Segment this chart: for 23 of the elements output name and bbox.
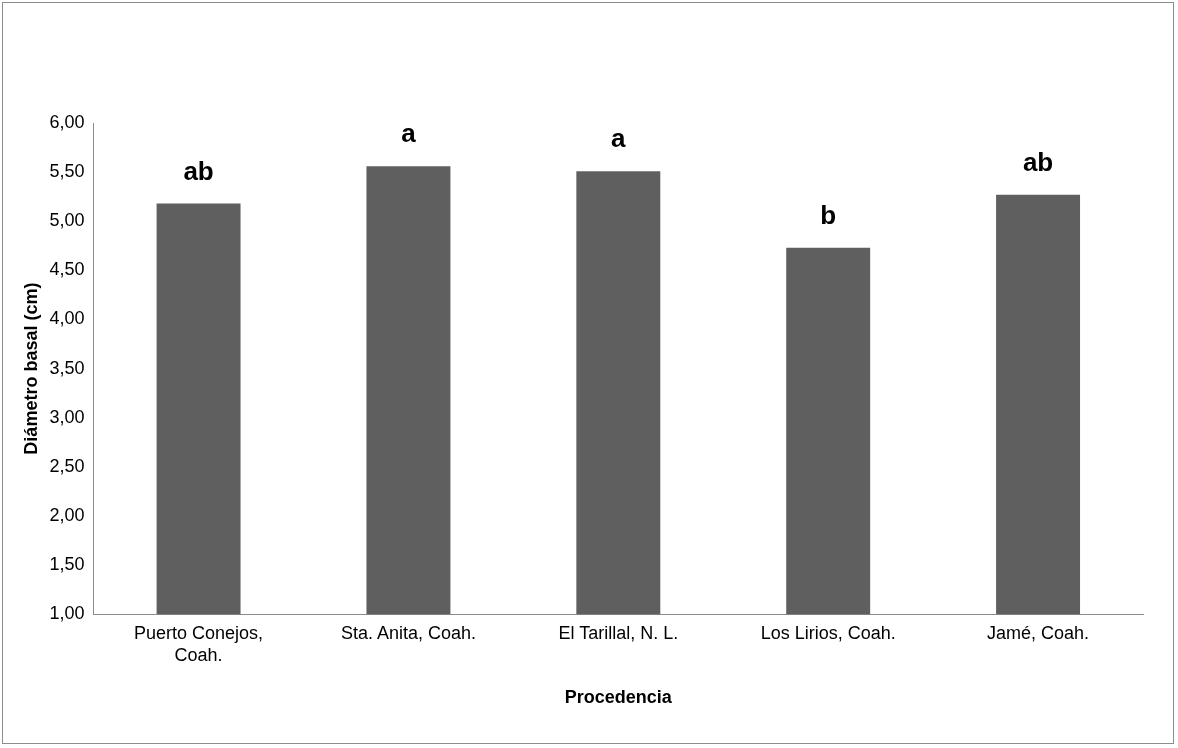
y-tick-label: 3,00 <box>49 406 85 427</box>
y-axis-title: Diámetro basal (cm) <box>20 282 41 455</box>
y-tick-label: 5,50 <box>49 161 85 182</box>
annotation: ab <box>183 155 214 186</box>
annotation: a <box>611 123 627 154</box>
y-tick-label: 1,00 <box>49 603 85 624</box>
x-tick-label: Puerto Conejos, Coah. <box>134 622 264 665</box>
y-tick-label: 4,50 <box>49 259 85 280</box>
y-tick-label: 4,00 <box>49 308 85 329</box>
annotation: ab <box>1022 146 1054 177</box>
y-tick-label: 5,00 <box>49 210 85 231</box>
annotation: b <box>820 199 837 230</box>
annotation: a <box>401 118 417 149</box>
x-axis-title: Procedencia <box>564 687 673 708</box>
y-tick-label: 3,50 <box>49 357 85 378</box>
x-tick-label: Jamé, Coah. <box>987 622 1090 643</box>
y-tick-label: 2,00 <box>49 504 85 525</box>
x-tick-label: Los Lirios, Coah. <box>760 622 896 643</box>
x-tick-label: Sta. Anita, Coah. <box>340 622 476 643</box>
y-tick-label: 6,00 <box>49 111 85 132</box>
x-tick-label: El Tarillal, N. L. <box>558 622 679 643</box>
y-tick-label: 1,50 <box>49 554 85 575</box>
y-tick-label: 2,50 <box>49 455 85 476</box>
